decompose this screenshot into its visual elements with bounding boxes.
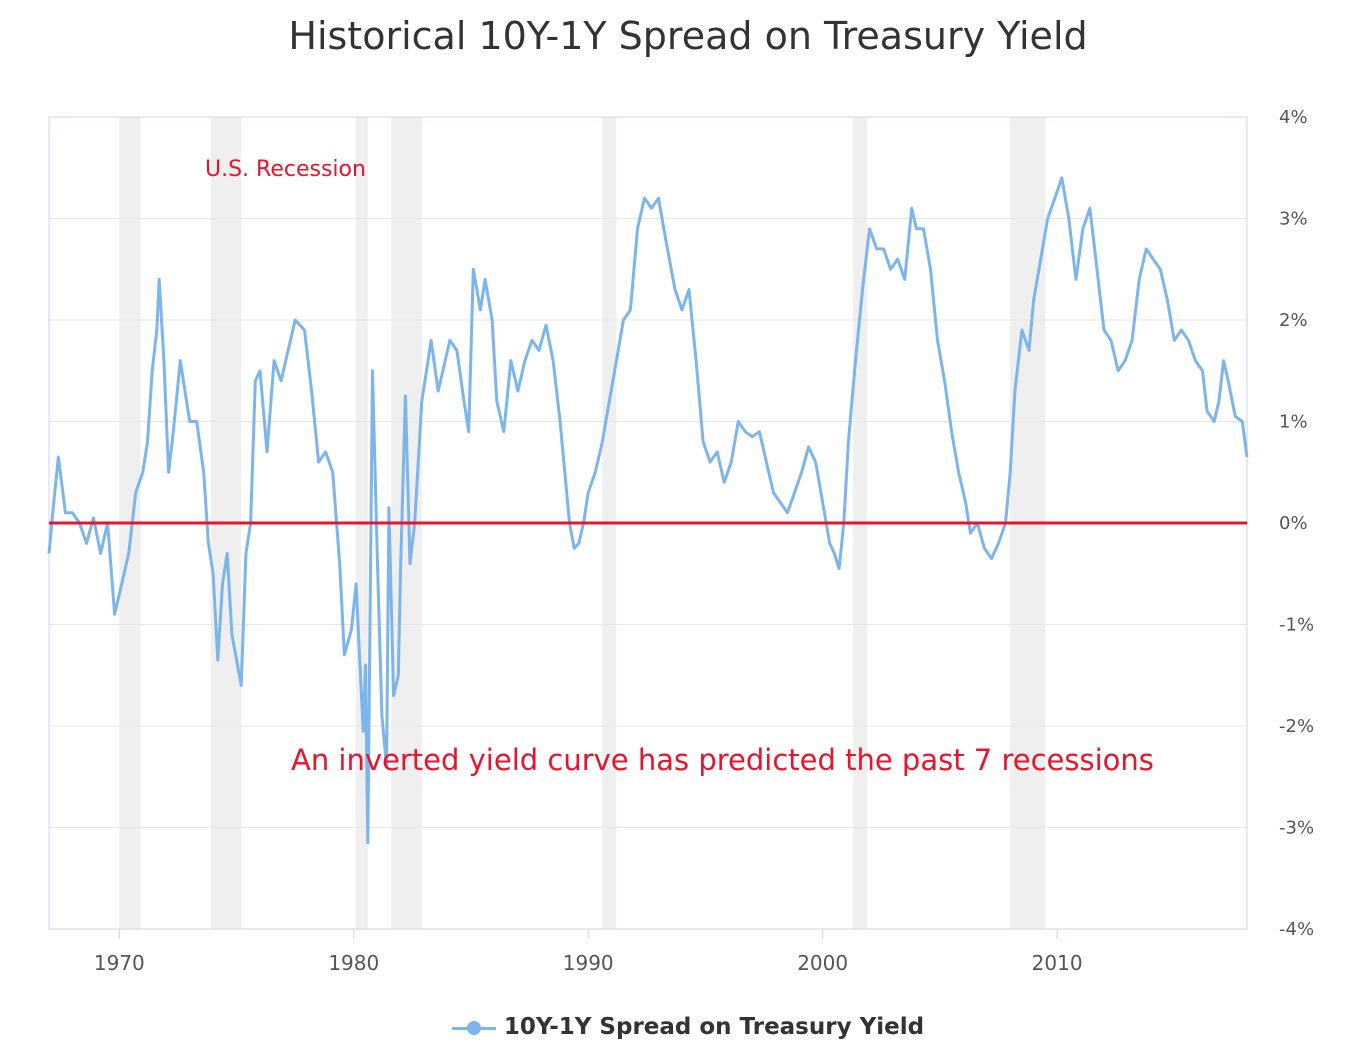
x-tick-label: 1970 bbox=[94, 951, 145, 975]
y-tick-label: 3% bbox=[1279, 209, 1308, 230]
spread-series-line bbox=[47, 176, 1249, 845]
y-axis-ticks: 4% 3% 2% 1% 0% -1% -2% -3% -4% bbox=[1279, 107, 1314, 940]
y-tick-label: 1% bbox=[1279, 412, 1308, 433]
x-axis-ticks: 1970 1980 1990 2000 2010 bbox=[94, 929, 1083, 975]
x-tick-label: 1980 bbox=[328, 951, 379, 975]
chart-title: Historical 10Y-1Y Spread on Treasury Yie… bbox=[288, 14, 1088, 58]
y-tick-label: -4% bbox=[1279, 919, 1314, 940]
legend-marker-icon bbox=[451, 1020, 496, 1035]
x-tick-label: 2010 bbox=[1032, 951, 1083, 975]
y-tick-label: 4% bbox=[1279, 107, 1308, 128]
y-tick-label: -2% bbox=[1279, 716, 1314, 737]
y-tick-label: 0% bbox=[1279, 513, 1308, 534]
inversion-note: An inverted yield curve has predicted th… bbox=[291, 743, 1154, 777]
legend-label: 10Y-1Y Spread on Treasury Yield bbox=[503, 1014, 925, 1040]
y-tick-label: 2% bbox=[1279, 310, 1308, 331]
y-tick-label: -3% bbox=[1279, 818, 1314, 839]
x-tick-label: 2000 bbox=[797, 951, 848, 975]
recession-label: U.S. Recession bbox=[205, 157, 366, 182]
y-tick-label: -1% bbox=[1279, 615, 1314, 636]
legend[interactable]: 10Y-1Y Spread on Treasury Yield bbox=[0, 1014, 1366, 1040]
x-tick-label: 1990 bbox=[563, 951, 614, 975]
